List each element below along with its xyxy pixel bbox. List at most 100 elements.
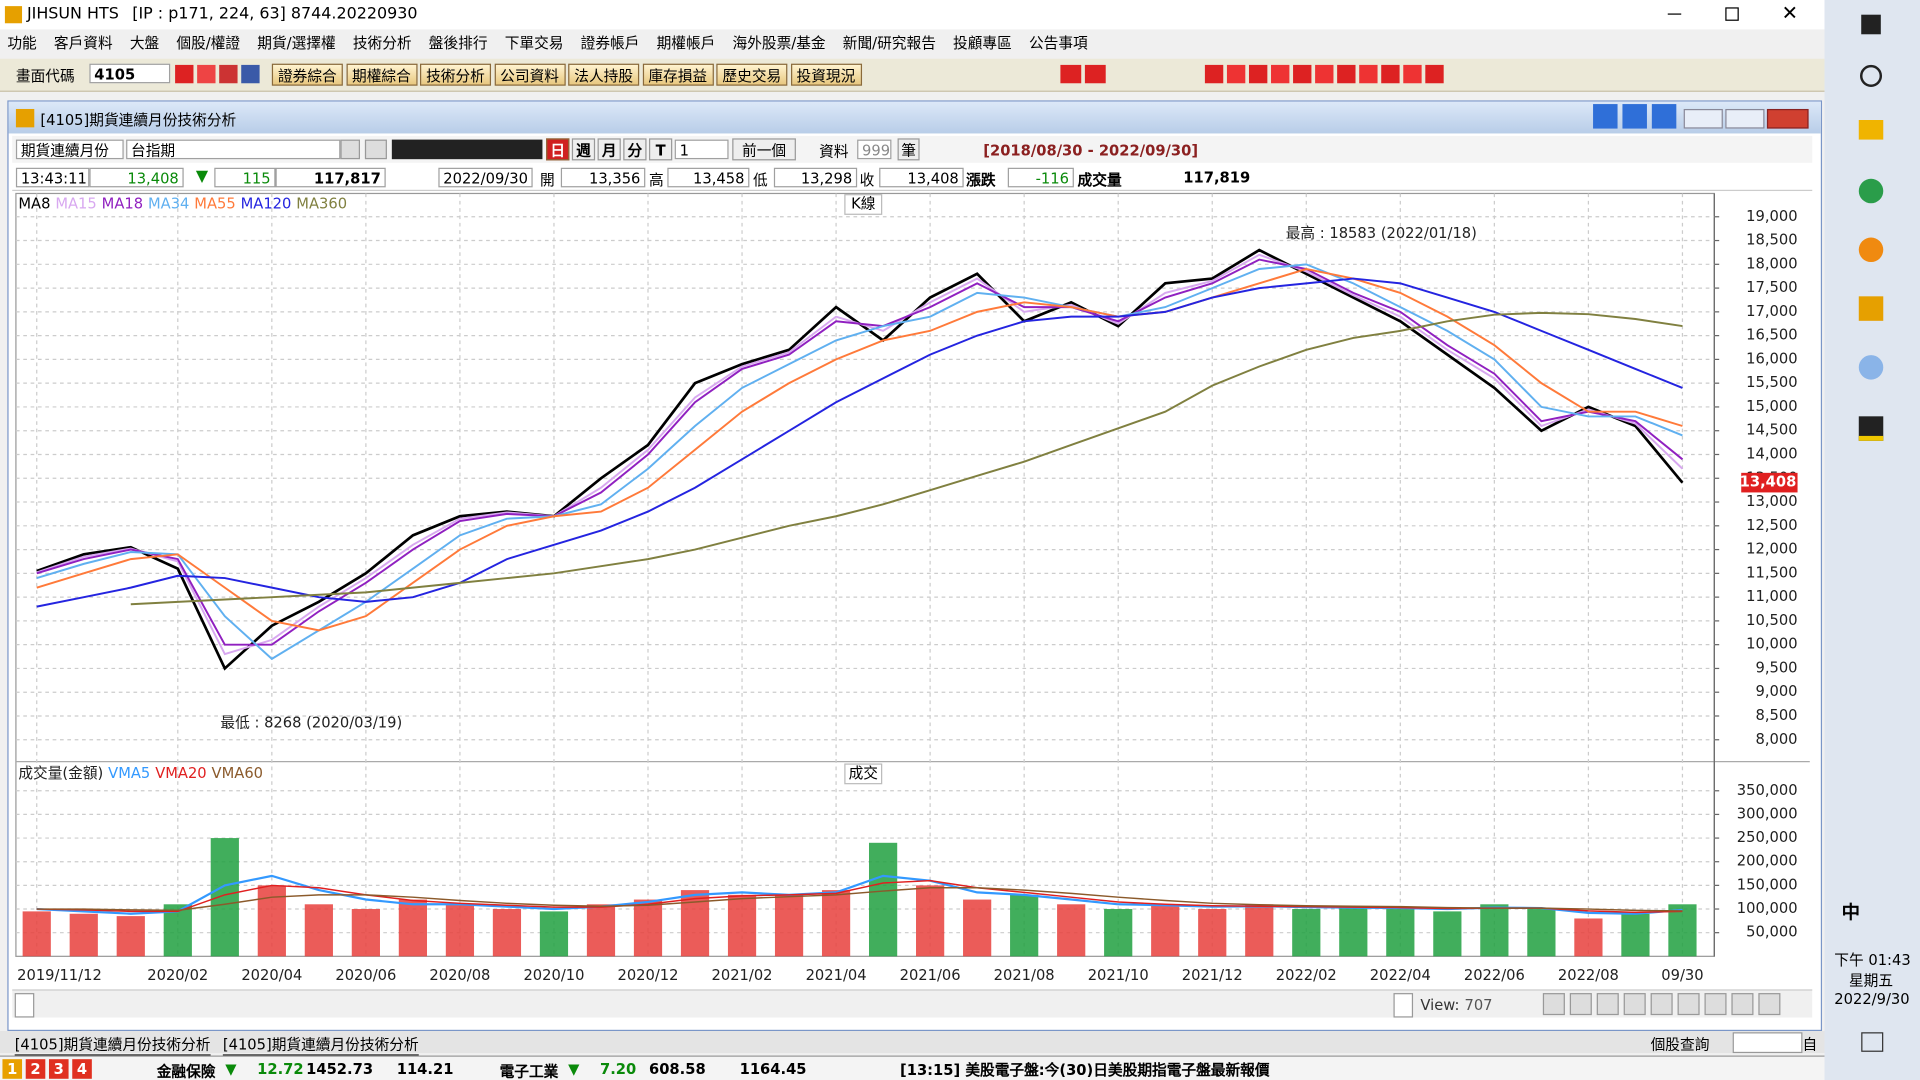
- field-label: 成交量: [1077, 171, 1122, 189]
- tool[interactable]: [1650, 993, 1673, 1016]
- tool[interactable]: [1596, 993, 1619, 1016]
- search[interactable]: [1860, 64, 1883, 87]
- period-button[interactable]: T: [648, 138, 673, 161]
- child-restore[interactable]: [1725, 108, 1765, 129]
- paint[interactable]: [1858, 355, 1884, 380]
- auto-button[interactable]: 自: [1802, 1035, 1818, 1054]
- prev-button[interactable]: 前一個: [732, 138, 796, 161]
- page-button[interactable]: 1: [2, 1059, 23, 1079]
- toolbar-button[interactable]: 技術分析: [420, 63, 492, 86]
- stock-search[interactable]: 個股查詢: [1650, 1035, 1710, 1054]
- icon[interactable]: [1060, 64, 1082, 84]
- menu-item[interactable]: 證券帳戶: [580, 34, 640, 52]
- page-button[interactable]: 4: [72, 1059, 92, 1079]
- toolbar-button[interactable]: 期權綜合: [345, 63, 417, 86]
- close[interactable]: ✕: [1781, 1, 1799, 25]
- toolbar-button[interactable]: 歷史交易: [716, 63, 788, 86]
- x-tick-label: 2020/06: [335, 967, 396, 984]
- explorer[interactable]: [1858, 120, 1884, 140]
- scroll-right[interactable]: [1393, 993, 1414, 1018]
- maximize[interactable]: [1725, 7, 1739, 21]
- icon[interactable]: [1204, 64, 1224, 84]
- tool[interactable]: [1623, 993, 1646, 1016]
- toolbar-button[interactable]: 證券綜合: [271, 63, 343, 86]
- period-button[interactable]: 日: [546, 138, 570, 161]
- icon[interactable]: [175, 64, 194, 84]
- icon[interactable]: [1226, 64, 1246, 84]
- toolbar-button[interactable]: 法人持股: [568, 63, 640, 86]
- toolbar-button[interactable]: 庫存損益: [642, 63, 714, 86]
- page-button[interactable]: 2: [25, 1059, 46, 1079]
- start[interactable]: [1861, 14, 1881, 35]
- dropdown[interactable]: [340, 139, 360, 160]
- tool[interactable]: [1758, 993, 1781, 1016]
- icon[interactable]: [1084, 64, 1106, 84]
- menu-item[interactable]: 盤後排行: [428, 34, 488, 52]
- product-input[interactable]: 台指期: [126, 139, 341, 160]
- chrome[interactable]: [1858, 178, 1884, 204]
- notifications[interactable]: [1861, 1032, 1884, 1052]
- icon[interactable]: [197, 64, 216, 84]
- data-count[interactable]: 999: [857, 139, 892, 160]
- page-button[interactable]: 3: [48, 1059, 69, 1079]
- tool[interactable]: [1569, 993, 1592, 1016]
- icon[interactable]: [1248, 64, 1268, 84]
- menu-item[interactable]: 海外股票/基金: [732, 34, 826, 52]
- toolbar-button[interactable]: 公司資料: [494, 63, 566, 86]
- menu-item[interactable]: 技術分析: [352, 34, 412, 52]
- y-tick-label: 19,000: [1746, 208, 1797, 225]
- menu-item[interactable]: 投顧專區: [953, 34, 1012, 52]
- period-button[interactable]: 週: [571, 138, 596, 161]
- help-icon[interactable]: [1593, 104, 1618, 129]
- tool[interactable]: [1542, 993, 1565, 1016]
- legend-item: VMA5: [108, 765, 150, 782]
- icon[interactable]: [1425, 64, 1444, 84]
- volume-bar: [1057, 904, 1086, 957]
- search-button[interactable]: [364, 139, 387, 160]
- menu-item[interactable]: 大盤: [129, 34, 160, 52]
- child-minimize[interactable]: [1683, 108, 1723, 129]
- high-annotation: 最高 : 18583 (2022/01/18): [1286, 225, 1477, 242]
- browser[interactable]: [1858, 237, 1884, 263]
- icon[interactable]: [1293, 64, 1312, 84]
- help-icon[interactable]: [1622, 104, 1647, 129]
- period-button[interactable]: 分: [623, 138, 647, 161]
- menu-item[interactable]: 下單交易: [504, 34, 564, 52]
- quote-date: 2022/09/30: [438, 167, 533, 188]
- sector-amount: 1164.45: [739, 1060, 807, 1078]
- search-input[interactable]: [1732, 1032, 1803, 1054]
- data-unit[interactable]: 筆: [897, 138, 920, 161]
- menu-item[interactable]: 客戶資料: [53, 34, 113, 52]
- menu-item[interactable]: 功能: [7, 34, 37, 52]
- count-select[interactable]: 1: [674, 139, 729, 160]
- menu-item[interactable]: 個股/權證: [176, 34, 241, 52]
- icon[interactable]: [219, 64, 238, 84]
- tab[interactable]: [4105]期貨連續月份技術分析: [14, 1033, 211, 1056]
- contract-select[interactable]: 期貨連續月份: [15, 139, 124, 160]
- tool[interactable]: [1677, 993, 1700, 1016]
- icon[interactable]: [241, 64, 260, 84]
- menu-item[interactable]: 期貨/選擇權: [257, 34, 336, 52]
- code-input[interactable]: 4105: [89, 63, 171, 84]
- period-button[interactable]: 月: [597, 138, 621, 161]
- sticky[interactable]: [1858, 416, 1884, 441]
- child-close[interactable]: [1766, 108, 1809, 129]
- icon[interactable]: [1315, 64, 1334, 84]
- icon[interactable]: [1403, 64, 1422, 84]
- help-icon[interactable]: [1651, 104, 1677, 129]
- menu-item[interactable]: 新聞/研究報告: [842, 34, 936, 52]
- tool[interactable]: [1704, 993, 1727, 1016]
- ime[interactable]: 中: [1841, 901, 1861, 924]
- hts-app[interactable]: [1858, 296, 1884, 321]
- menu-item[interactable]: 期權帳戶: [656, 34, 716, 52]
- scroll-left[interactable]: [14, 993, 35, 1018]
- icon[interactable]: [1381, 64, 1400, 84]
- tool[interactable]: [1731, 993, 1754, 1016]
- toolbar-button[interactable]: 投資現況: [790, 63, 862, 86]
- icon[interactable]: [1359, 64, 1378, 84]
- icon[interactable]: [1271, 64, 1290, 84]
- minimize[interactable]: [1667, 13, 1682, 15]
- menu-item[interactable]: 公告事項: [1028, 34, 1088, 52]
- icon[interactable]: [1337, 64, 1356, 84]
- tab[interactable]: [4105]期貨連續月份技術分析: [222, 1033, 419, 1056]
